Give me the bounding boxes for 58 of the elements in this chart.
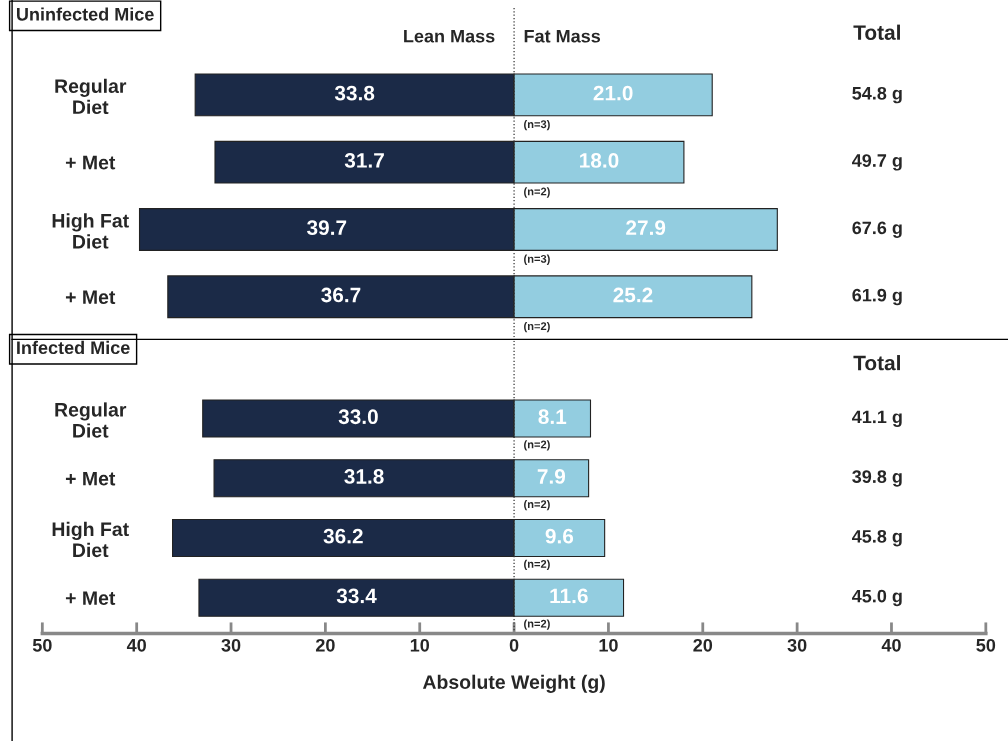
- data-label: 8.1: [538, 409, 567, 425]
- annotation: 67.6 g: [852, 221, 902, 238]
- data-label: 21.0: [593, 85, 633, 101]
- chart-title: Infected Mice: [17, 340, 130, 355]
- y-tick-label: High Fat Diet: [52, 213, 129, 249]
- x-tick-label: 30: [787, 638, 807, 652]
- data-label: 39.7: [307, 220, 347, 236]
- y-tick-label: + Met: [65, 591, 116, 605]
- annotation: 41.1 g: [852, 410, 902, 427]
- annotation: 61.9 g: [852, 288, 902, 306]
- data-label: 9.6: [545, 528, 574, 544]
- x-tick-label: 30: [221, 638, 241, 652]
- x-tick-label: 40: [126, 638, 146, 652]
- annotation: 39.8 g: [852, 470, 902, 487]
- annotation: (n=2): [524, 559, 550, 571]
- data-label: 25.2: [613, 287, 653, 303]
- annotation: (n=2): [524, 440, 550, 451]
- y-tick-label: Regular Diet: [55, 78, 127, 115]
- chart-title: Uninfected Mice: [17, 7, 154, 21]
- data-label: 33.8: [334, 85, 375, 101]
- data-label: 11.6: [550, 588, 588, 604]
- x-tick-label: 0: [509, 638, 519, 652]
- data-label: 36.7: [321, 287, 361, 303]
- y-tick-label: Regular Diet: [55, 402, 127, 438]
- data-label: 7.9: [537, 469, 566, 484]
- annotation: 45.0 g: [852, 589, 902, 607]
- x-axis-title: Absolute Weight (g): [422, 674, 605, 693]
- data-label: 33.0: [338, 409, 378, 425]
- y-tick-label: + Met: [65, 471, 116, 486]
- x-tick-label: 50: [32, 638, 52, 652]
- annotation: (n=2): [524, 321, 550, 333]
- y-tick-label: + Met: [65, 290, 116, 305]
- x-tick-label: 10: [410, 638, 430, 652]
- data-label: 31.8: [344, 469, 384, 484]
- y-tick-label: + Met: [65, 155, 116, 170]
- annotation: (n=3): [524, 120, 550, 131]
- data-label: 36.2: [323, 528, 363, 544]
- annotation: 49.7 g: [852, 154, 902, 171]
- x-tick-label: 50: [976, 638, 996, 652]
- annotation: (n=2): [524, 187, 550, 198]
- text: Total: [853, 24, 900, 40]
- annotation: (n=2): [524, 499, 550, 511]
- y-tick-label: High Fat Diet: [52, 521, 129, 558]
- series-label: Lean Mass: [404, 29, 495, 43]
- annotation: Total: [853, 355, 900, 371]
- x-tick-label: 20: [693, 638, 713, 652]
- data-label: 27.9: [626, 220, 666, 236]
- data-label: 31.7: [344, 153, 384, 168]
- data-label: 33.4: [336, 588, 377, 604]
- annotation: (n=2): [524, 619, 550, 630]
- annotation: (n=3): [524, 254, 550, 265]
- x-tick-label: 10: [599, 638, 618, 652]
- x-tick-label: 40: [881, 638, 901, 652]
- annotation: 45.8 g: [852, 529, 902, 547]
- x-tick-label: 20: [315, 638, 335, 652]
- annotation: 54.8 g: [852, 86, 902, 104]
- series-label: Fat Mass: [524, 29, 601, 43]
- data-label: 18.0: [580, 153, 619, 168]
